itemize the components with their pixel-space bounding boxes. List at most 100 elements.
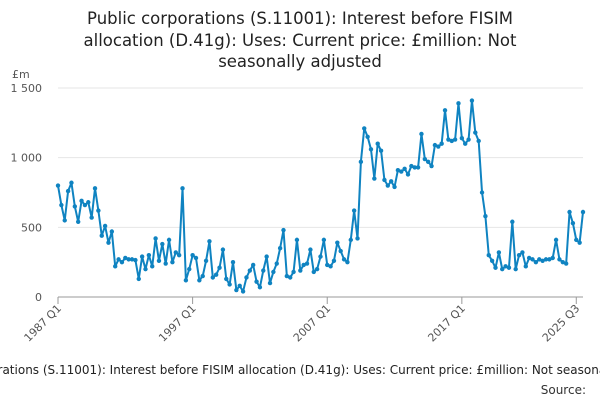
- data-point[interactable]: [59, 202, 64, 208]
- data-point[interactable]: [358, 159, 364, 165]
- data-point[interactable]: [180, 186, 185, 191]
- data-point[interactable]: [412, 165, 417, 170]
- data-point[interactable]: [213, 272, 219, 277]
- data-point[interactable]: [409, 163, 414, 169]
- data-point[interactable]: [79, 198, 84, 204]
- data-point[interactable]: [402, 166, 407, 172]
- data-point[interactable]: [422, 156, 428, 162]
- data-point[interactable]: [365, 134, 370, 139]
- data-point[interactable]: [368, 147, 374, 152]
- data-point[interactable]: [382, 177, 387, 183]
- data-point[interactable]: [261, 268, 266, 273]
- data-point[interactable]: [153, 236, 158, 241]
- data-point[interactable]: [577, 240, 582, 245]
- data-point[interactable]: [331, 258, 337, 263]
- data-point[interactable]: [291, 269, 296, 275]
- data-point[interactable]: [113, 264, 118, 269]
- data-point[interactable]: [574, 237, 579, 243]
- data-point[interactable]: [516, 253, 522, 258]
- data-point[interactable]: [156, 258, 162, 263]
- data-point[interactable]: [506, 265, 512, 270]
- data-point[interactable]: [160, 241, 165, 247]
- data-point[interactable]: [55, 183, 61, 188]
- data-point[interactable]: [489, 258, 495, 263]
- data-point[interactable]: [338, 248, 343, 254]
- data-point[interactable]: [439, 141, 444, 146]
- data-point[interactable]: [139, 254, 145, 259]
- data-point[interactable]: [483, 213, 488, 219]
- data-point[interactable]: [328, 264, 333, 269]
- data-point[interactable]: [96, 208, 101, 213]
- data-point[interactable]: [469, 98, 475, 103]
- data-point[interactable]: [314, 266, 320, 272]
- data-point[interactable]: [257, 285, 263, 290]
- data-point[interactable]: [133, 257, 138, 263]
- data-point[interactable]: [392, 184, 397, 190]
- data-point[interactable]: [351, 208, 357, 213]
- data-point[interactable]: [355, 236, 360, 241]
- data-point[interactable]: [432, 142, 438, 148]
- data-point[interactable]: [89, 215, 94, 220]
- data-point[interactable]: [547, 257, 552, 262]
- data-point[interactable]: [335, 240, 340, 245]
- data-point[interactable]: [362, 126, 367, 131]
- data-point[interactable]: [570, 220, 576, 226]
- data-point[interactable]: [308, 247, 313, 252]
- data-point[interactable]: [126, 257, 131, 262]
- data-point[interactable]: [530, 257, 535, 262]
- data-point[interactable]: [429, 163, 434, 169]
- data-point[interactable]: [550, 255, 555, 261]
- data-point[interactable]: [442, 108, 448, 113]
- data-point[interactable]: [109, 229, 115, 234]
- data-point[interactable]: [146, 253, 152, 258]
- data-point[interactable]: [166, 237, 172, 243]
- data-point[interactable]: [281, 227, 286, 233]
- data-point[interactable]: [419, 131, 424, 137]
- data-point[interactable]: [264, 254, 269, 259]
- data-point[interactable]: [510, 219, 515, 224]
- data-point[interactable]: [348, 237, 353, 243]
- data-point[interactable]: [476, 138, 481, 144]
- data-point[interactable]: [493, 265, 498, 270]
- data-point[interactable]: [240, 289, 246, 294]
- data-point[interactable]: [405, 172, 411, 177]
- data-point[interactable]: [503, 264, 508, 269]
- data-point[interactable]: [473, 130, 478, 135]
- data-point[interactable]: [513, 266, 518, 272]
- data-point[interactable]: [395, 168, 401, 173]
- data-point[interactable]: [187, 266, 192, 272]
- data-point[interactable]: [486, 253, 491, 258]
- data-point[interactable]: [375, 141, 380, 146]
- data-point[interactable]: [533, 259, 539, 265]
- data-point[interactable]: [203, 258, 209, 263]
- data-point[interactable]: [459, 135, 465, 141]
- data-point[interactable]: [298, 268, 303, 273]
- data-point[interactable]: [247, 268, 253, 273]
- data-point[interactable]: [207, 239, 212, 244]
- data-point[interactable]: [500, 266, 505, 272]
- data-point[interactable]: [227, 282, 232, 287]
- data-point[interactable]: [234, 287, 239, 293]
- data-point[interactable]: [65, 188, 71, 194]
- data-point[interactable]: [372, 176, 377, 181]
- data-point[interactable]: [523, 264, 528, 269]
- data-point[interactable]: [385, 183, 391, 188]
- data-point[interactable]: [415, 165, 421, 170]
- data-point[interactable]: [479, 190, 485, 195]
- data-point[interactable]: [277, 246, 283, 251]
- data-point[interactable]: [425, 159, 431, 165]
- data-point[interactable]: [197, 278, 202, 283]
- data-point[interactable]: [136, 276, 141, 282]
- data-point[interactable]: [190, 253, 195, 258]
- data-point[interactable]: [176, 253, 182, 258]
- data-point[interactable]: [183, 278, 189, 283]
- data-point[interactable]: [557, 257, 562, 262]
- data-point[interactable]: [449, 138, 454, 144]
- data-point[interactable]: [304, 261, 310, 266]
- data-point[interactable]: [526, 255, 532, 261]
- data-point[interactable]: [129, 257, 135, 262]
- data-point[interactable]: [318, 254, 323, 259]
- data-point[interactable]: [170, 259, 175, 265]
- data-point[interactable]: [560, 259, 566, 265]
- data-point[interactable]: [69, 180, 74, 185]
